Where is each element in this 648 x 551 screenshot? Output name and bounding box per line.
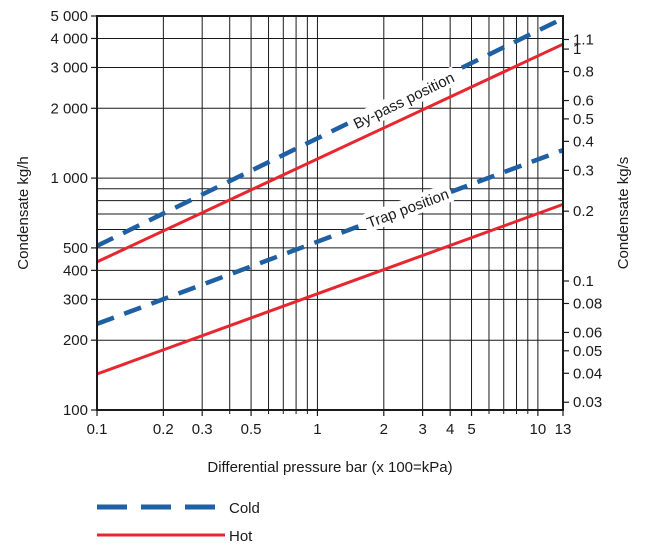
y-tick-label: 400 [63, 262, 88, 279]
y-tick-label: 5 000 [50, 8, 88, 25]
y2-tick-label: 0.4 [573, 133, 594, 150]
y2-tick-label: 0.08 [573, 295, 602, 312]
legend-item-cold: Cold [97, 500, 260, 517]
legend-label-cold: Cold [229, 500, 260, 517]
x-tick-label: 1 [313, 421, 321, 438]
y-tick-label: 1 000 [50, 170, 88, 187]
y2-tick-label: 0.8 [573, 64, 594, 81]
x-tick-label: 0.3 [192, 421, 213, 438]
y2-tick-label: 0.6 [573, 93, 594, 110]
x-tick-label: 0.1 [87, 421, 108, 438]
annotation-trap-position: Trap position [365, 186, 452, 232]
y-tick-label: 100 [63, 402, 88, 419]
y-tick-label: 300 [63, 291, 88, 308]
x-tick-label: 13 [555, 421, 572, 438]
series-line-cold-trap-position [96, 147, 564, 327]
axis-ticks: 0.1 0.2 0.3 0.5 1 2 3 4 5 10 13 100 200 300 400 500 1 00… [50, 8, 602, 438]
y2-tick-label: 1 [573, 41, 581, 58]
y2-tick-label: 0.3 [573, 162, 594, 179]
y2-tick-label: 0.1 [573, 273, 594, 290]
y2-tick-label: 0.06 [573, 324, 602, 341]
x-tick-label: 0.5 [241, 421, 262, 438]
y2-tick-label: 0.5 [573, 111, 594, 128]
x-tick-label: 4 [446, 421, 454, 438]
series-line-hot-by-pass-position [96, 42, 564, 264]
series-line-hot-trap-position [96, 202, 564, 376]
y-tick-label: 200 [63, 332, 88, 349]
y2-tick-label: 1.1 [573, 31, 594, 48]
plot-frame [96, 15, 564, 411]
annotation-background [347, 66, 460, 135]
legend: Cold Hot [97, 500, 260, 545]
legend-item-hot: Hot [97, 528, 253, 545]
x-tick-label: 2 [380, 421, 388, 438]
x-axis-label: Differential pressure bar (x 100=kPa) [207, 459, 452, 476]
x-tick-label: 0.2 [153, 421, 174, 438]
x-tick-label: 5 [467, 421, 475, 438]
y2-tick-label: 0.03 [573, 394, 602, 411]
x-tick-label: 10 [530, 421, 547, 438]
y2-tick-label: 0.04 [573, 365, 602, 382]
y-axis-label: Condensate kg/h [15, 156, 32, 269]
y2-axis-label: Condensate kg/s [615, 157, 632, 270]
x-tick-label: 3 [418, 421, 426, 438]
series-lines [96, 16, 564, 376]
y-tick-label: 2 000 [50, 100, 88, 117]
legend-label-hot: Hot [229, 528, 253, 545]
series-line-cold-by-pass-position [96, 16, 564, 248]
y-tick-label: 3 000 [50, 59, 88, 76]
y-tick-label: 4 000 [50, 30, 88, 47]
y2-tick-label: 0.05 [573, 343, 602, 360]
y2-tick-label: 0.2 [573, 203, 594, 220]
annotation-background [361, 182, 455, 233]
y-tick-label: 500 [63, 240, 88, 257]
grid-lines [97, 16, 563, 410]
